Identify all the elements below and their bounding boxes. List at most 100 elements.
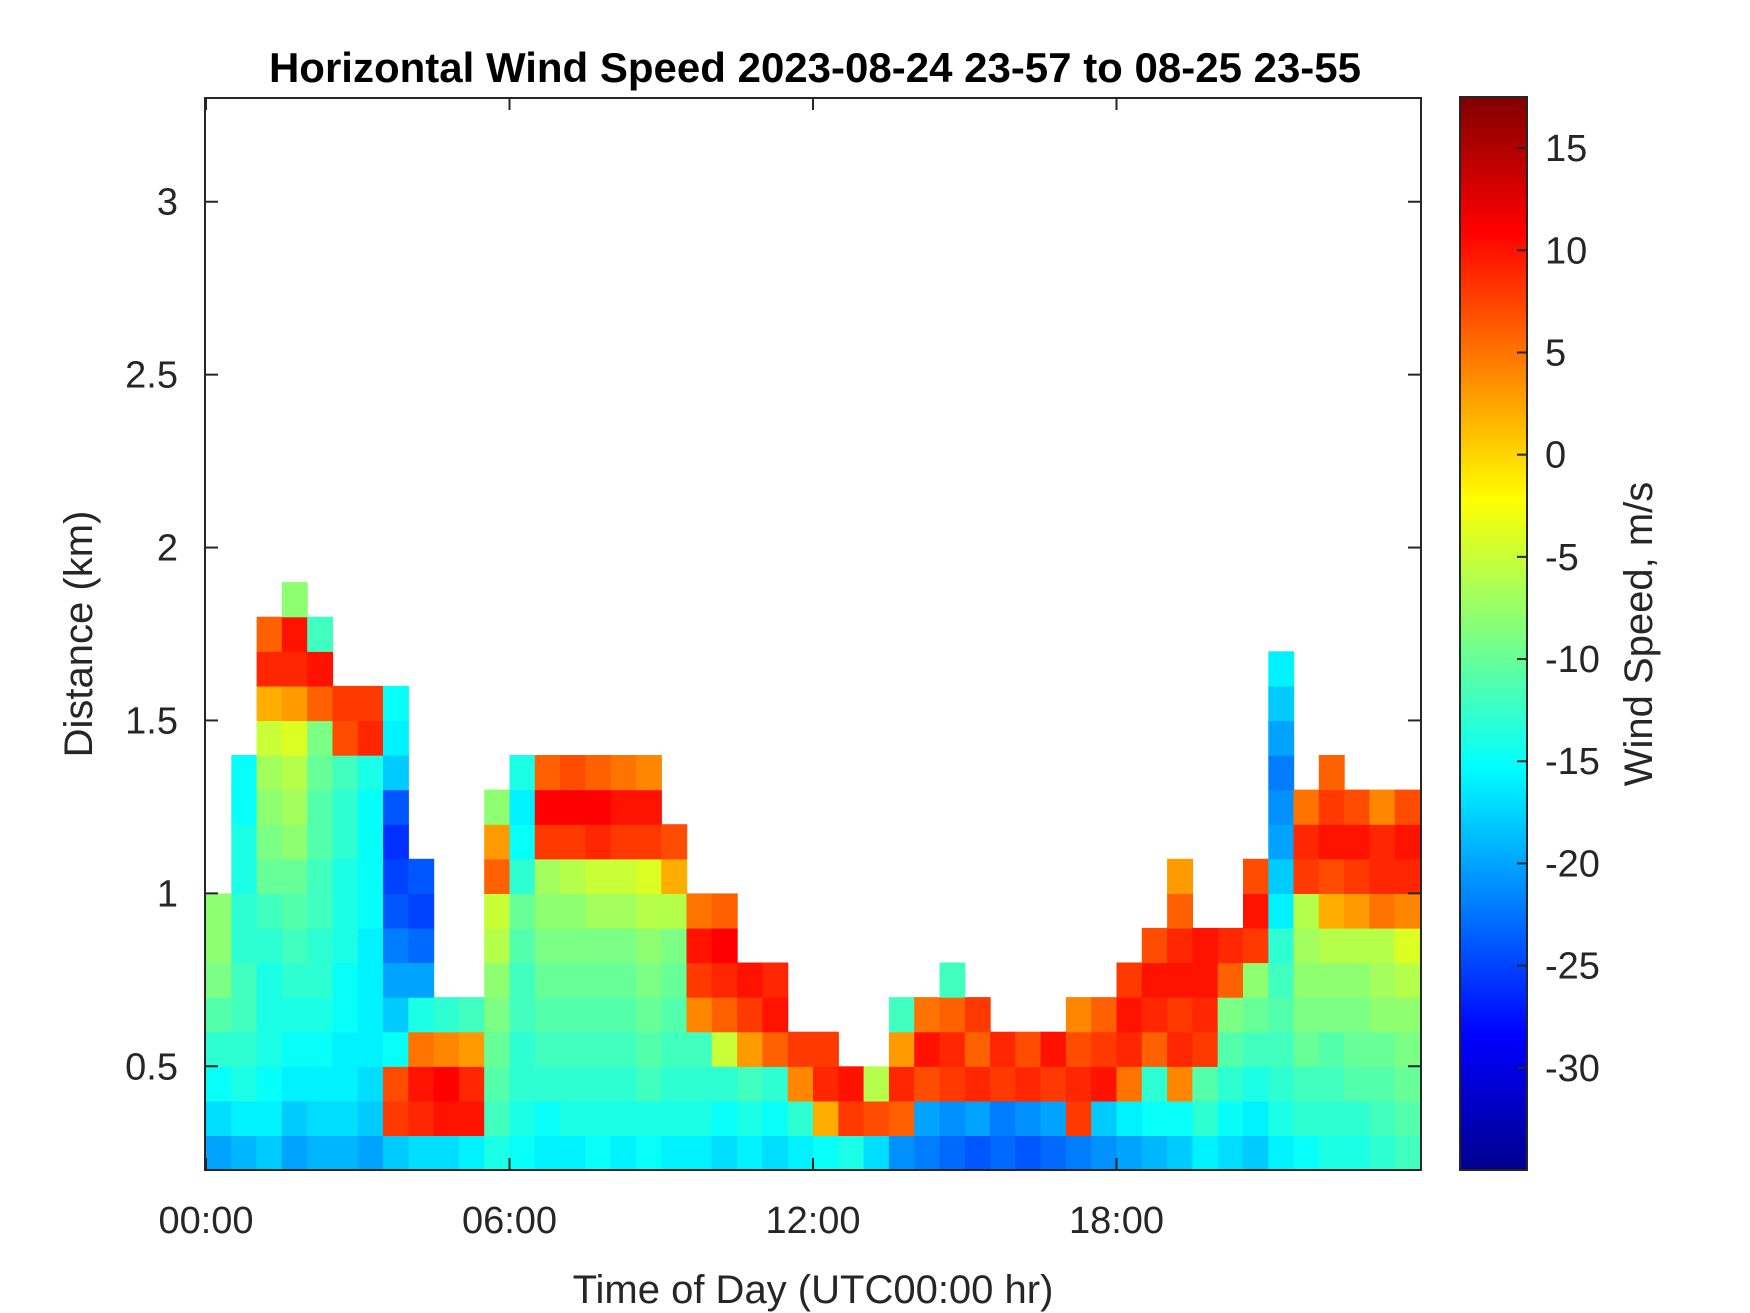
heatmap-cell: [509, 824, 536, 860]
colorbar-tick-label: 10: [1545, 230, 1587, 272]
heatmap-cell: [1394, 962, 1421, 998]
heatmap-cell: [231, 1031, 258, 1067]
heatmap-cell: [1293, 824, 1320, 860]
heatmap-cell: [332, 997, 359, 1033]
heatmap-cell: [281, 858, 308, 894]
heatmap-cell: [1318, 962, 1345, 998]
heatmap-cell: [1369, 858, 1396, 894]
heatmap-cell: [636, 858, 662, 894]
heatmap-cell: [1369, 1135, 1396, 1171]
heatmap-cell: [610, 962, 637, 998]
heatmap-cell: [281, 962, 308, 998]
heatmap-cell: [281, 720, 308, 756]
heatmap-cell: [585, 997, 612, 1033]
heatmap-cell: [484, 1100, 511, 1136]
heatmap-cell: [408, 858, 435, 894]
heatmap-cell: [383, 858, 409, 894]
heatmap-cell: [332, 755, 359, 791]
heatmap-cell: [1065, 1100, 1092, 1136]
heatmap-cell: [332, 1135, 359, 1171]
heatmap-cell: [1167, 1100, 1193, 1136]
heatmap-cell: [484, 824, 511, 860]
heatmap-cell: [484, 893, 511, 929]
heatmap-cell: [813, 1066, 839, 1102]
heatmap-cell: [231, 1066, 258, 1102]
heatmap-cell: [1040, 1135, 1067, 1171]
heatmap-cell: [711, 1031, 738, 1067]
heatmap-cell: [560, 962, 586, 998]
colorbar-tick-label: -30: [1545, 1048, 1600, 1090]
heatmap-cell: [1243, 927, 1269, 964]
heatmap-cell: [711, 893, 738, 929]
heatmap-cell: [1293, 997, 1320, 1033]
heatmap-cell: [256, 651, 283, 687]
heatmap-cell: [636, 1135, 662, 1171]
heatmap-cell: [585, 962, 612, 998]
heatmap-cell: [560, 1031, 586, 1067]
heatmap-cell: [711, 927, 738, 964]
heatmap-cell: [1141, 1100, 1168, 1136]
heatmap-cell: [256, 1100, 283, 1136]
heatmap-cell: [1167, 1066, 1193, 1102]
heatmap-cell: [737, 1100, 763, 1136]
heatmap-cell: [357, 858, 384, 894]
heatmap-cell: [357, 1031, 384, 1067]
heatmap-cell: [1091, 1031, 1118, 1067]
heatmap-cell: [610, 893, 637, 929]
heatmap-cell: [1344, 927, 1370, 964]
heatmap-cell: [256, 685, 283, 722]
heatmap-cell: [838, 1066, 865, 1102]
heatmap-cell: [1394, 789, 1421, 825]
heatmap-cell: [1065, 997, 1092, 1033]
heatmap-cell: [636, 927, 662, 964]
heatmap-cell: [307, 1031, 334, 1067]
heatmap-cell: [1318, 1135, 1345, 1171]
heatmap-cell: [1091, 1100, 1118, 1136]
heatmap-cell: [585, 824, 612, 860]
heatmap-cell: [1394, 824, 1421, 860]
heatmap-cell: [484, 1066, 511, 1102]
heatmap-cell: [990, 1100, 1016, 1136]
heatmap-cell: [383, 1100, 409, 1136]
heatmap-cell: [231, 858, 258, 894]
heatmap-cell: [534, 927, 561, 964]
heatmap-cell: [256, 755, 283, 791]
heatmap-cell: [636, 1066, 662, 1102]
heatmap-cell: [1116, 962, 1143, 998]
heatmap-cell: [1243, 1135, 1269, 1171]
heatmap-cell: [686, 1100, 713, 1136]
colorbar-label: Wind Speed, m/s: [1617, 482, 1661, 787]
heatmap-cell: [1116, 1066, 1143, 1102]
heatmap-cell: [1116, 1031, 1143, 1067]
heatmap-cell: [281, 893, 308, 929]
heatmap-cell: [357, 962, 384, 998]
heatmap-cell: [307, 651, 334, 687]
heatmap-cell: [332, 720, 359, 756]
heatmap-cell: [357, 1135, 384, 1171]
heatmap-cell: [1369, 997, 1396, 1033]
heatmap-cell: [408, 1100, 435, 1136]
heatmap-cell: [1318, 893, 1345, 929]
heatmap-cell: [888, 997, 915, 1033]
heatmap-cell: [281, 582, 308, 618]
heatmap-cell: [383, 824, 409, 860]
heatmap-cell: [458, 1031, 485, 1067]
heatmap-cell: [1268, 651, 1295, 687]
heatmap-cell: [281, 789, 308, 825]
colorbar-tick-label: -10: [1545, 639, 1600, 681]
heatmap-cell: [281, 1031, 308, 1067]
heatmap-cell: [307, 1066, 334, 1102]
heatmap-cell: [332, 893, 359, 929]
heatmap-cell: [1293, 1066, 1320, 1102]
heatmap-cell: [484, 858, 511, 894]
heatmap-cell: [307, 1135, 334, 1171]
heatmap-cell: [1369, 824, 1396, 860]
heatmap-cell: [1243, 962, 1269, 998]
heatmap-cell: [813, 1031, 839, 1067]
heatmap-cell: [863, 1100, 890, 1136]
y-tick-label: 2.5: [125, 355, 178, 397]
heatmap-cell: [256, 1066, 283, 1102]
heatmap-cell: [231, 1135, 258, 1171]
heatmap-cell: [1344, 962, 1370, 998]
heatmap-cell: [534, 893, 561, 929]
